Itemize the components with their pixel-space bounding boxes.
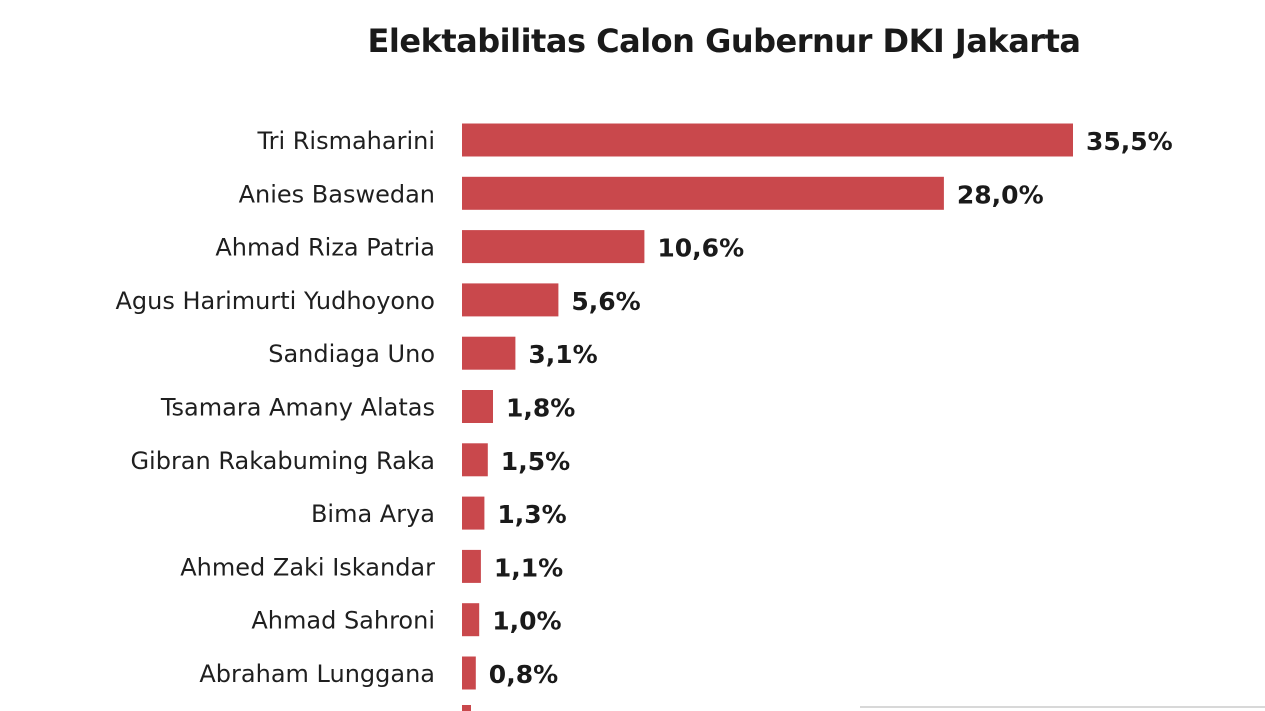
bar: [462, 390, 493, 423]
value-label: 1,3%: [497, 500, 566, 529]
bar: [462, 283, 559, 317]
value-labels: 35,5% 28,0% 10,6% 5,6% 3,1% 1,8% 1,5% 1,3% 1,1% 1…: [489, 127, 1173, 689]
bar: [462, 496, 485, 530]
category-label: Abraham Lunggana: [199, 660, 435, 688]
chart-title: Elektabilitas Calon Gubernur DKI Jakarta: [367, 22, 1081, 60]
bar: [462, 176, 944, 210]
category-label: Gibran Rakabuming Raka: [130, 447, 435, 475]
category-label: Tsamara Amany Alatas: [160, 394, 435, 422]
value-label: 3,1%: [528, 340, 597, 369]
bar: [462, 230, 645, 264]
category-label: Agus Harimurti Yudhoyono: [116, 287, 435, 315]
bar: [462, 123, 1073, 157]
category-label: Bima Arya: [311, 500, 435, 528]
category-labels: Tri Rismaharini Anies Baswedan Ahmad Riza …: [116, 127, 436, 688]
category-label: Sandiaga Uno: [268, 340, 435, 368]
category-label: Anies Baswedan: [239, 180, 435, 208]
bar: [462, 656, 476, 690]
category-label: Tri Rismaharini: [256, 127, 435, 155]
bar: [462, 549, 481, 583]
bar: [462, 603, 480, 637]
value-label: 1,1%: [494, 553, 563, 582]
category-label: Ahmad Riza Patria: [215, 234, 435, 262]
category-label: Ahmad Sahroni: [251, 607, 435, 635]
value-label: 28,0%: [957, 180, 1044, 209]
value-label: 10,6%: [657, 234, 744, 263]
value-label: 0,8%: [489, 660, 558, 689]
value-label: 1,8%: [506, 394, 575, 423]
value-label: 5,6%: [571, 287, 640, 316]
value-label: 35,5%: [1086, 127, 1173, 156]
bar: [462, 443, 488, 477]
value-label: 1,5%: [501, 447, 570, 476]
bottom-divider: [860, 706, 1265, 708]
category-label: Ahmed Zaki Iskandar: [180, 553, 435, 581]
value-label: 1,0%: [492, 607, 561, 636]
bars-group: [462, 123, 1073, 690]
bar: [462, 336, 516, 370]
cut-off-bar: [462, 705, 471, 711]
